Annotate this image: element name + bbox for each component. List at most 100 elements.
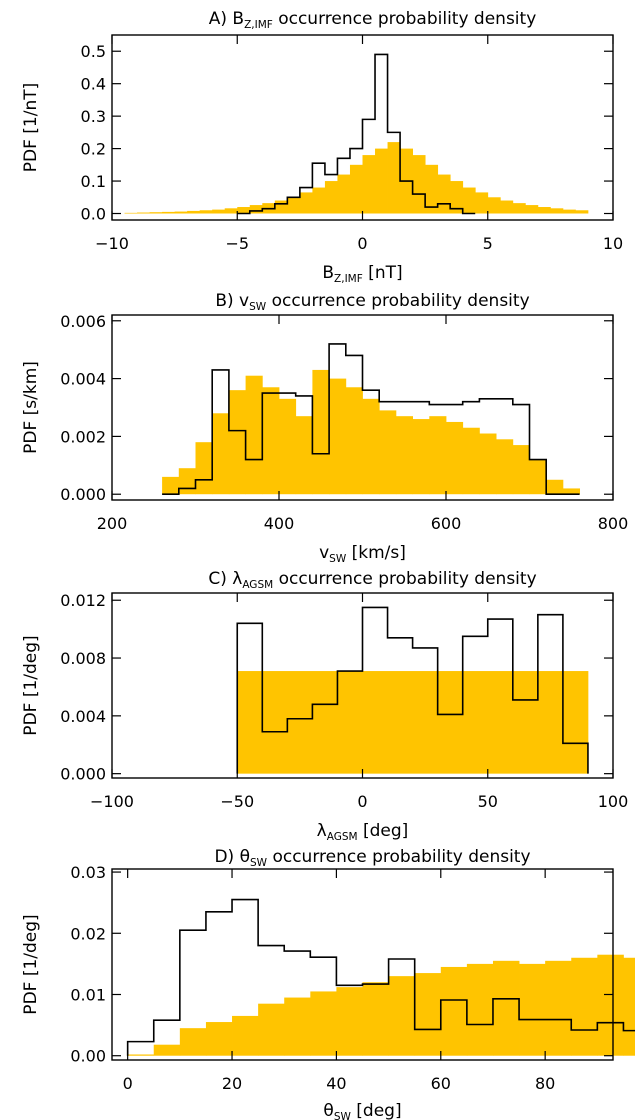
x-axis-label: vSW [km/s]: [319, 543, 406, 565]
filled-bar: [178, 468, 196, 495]
filled-bar: [137, 212, 150, 214]
x-axis-label: θSW [deg]: [323, 1101, 401, 1120]
x-tick-label: 60: [431, 1074, 451, 1093]
outline-histogram: [126, 898, 635, 1056]
filled-bar: [232, 1015, 259, 1056]
filled-bar: [623, 957, 635, 1056]
filled-bar: [205, 1022, 233, 1056]
filled-bar: [312, 369, 330, 495]
y-tick-label: 0.0: [81, 205, 106, 224]
filled-bar: [512, 203, 526, 214]
filled-bar: [237, 671, 589, 774]
x-tick-label: 20: [222, 1074, 242, 1093]
filled-bar: [349, 164, 363, 214]
plot-frame: [111, 868, 614, 1061]
y-tick-label: 0.008: [60, 649, 106, 668]
chart-title: D) θSW occurrence probability density: [214, 847, 530, 869]
y-tick-label: 0.1: [81, 172, 106, 191]
filled-bar: [312, 187, 326, 214]
filled-bar: [245, 375, 263, 495]
x-tick-label: 0: [357, 234, 367, 253]
y-axis-label: PDF [s/km]: [21, 361, 41, 454]
filled-bar: [412, 419, 430, 495]
panel-a: −10 −5 0 5 10 0.0 0.1 0.2 0.3 0.4 0.5 A) BZ,IMF occ…: [21, 9, 623, 285]
panel-d: 0 20 40 60 80 0.00 0.01 0.02 0.03 D) θSW occurren…: [21, 847, 635, 1120]
filled-bar: [462, 187, 476, 214]
x-tick-label: 0: [123, 1074, 133, 1093]
plot-frame: [111, 314, 614, 501]
chart-title: C) λAGSM occurrence probability density: [208, 569, 536, 591]
filled-bar: [362, 155, 376, 214]
filled-bar: [492, 960, 520, 1056]
filled-bar: [249, 205, 263, 214]
filled-bar: [437, 174, 451, 214]
y-tick-label: 0.000: [60, 765, 106, 784]
filled-bar: [153, 1044, 181, 1056]
x-tick-label: 800: [598, 514, 629, 533]
filled-bar: [274, 200, 288, 214]
y-axis-label: PDF [1/nT]: [21, 83, 41, 173]
filled-bar: [450, 181, 464, 214]
x-tick-label: 600: [431, 514, 462, 533]
x-tick-label: 100: [598, 792, 629, 811]
filled-bar: [529, 459, 547, 495]
filled-bar: [375, 148, 388, 214]
y-tick-label: 0.01: [70, 985, 106, 1004]
filled-bar: [299, 192, 313, 214]
filled-bar: [500, 200, 514, 214]
filled-bar: [228, 390, 246, 495]
filled-bar: [487, 197, 501, 214]
filled-bar: [284, 997, 311, 1056]
y-tick-label: 0.004: [60, 370, 106, 389]
filled-bar: [546, 479, 564, 495]
filled-bar: [496, 439, 514, 495]
x-tick-label: −5: [225, 234, 249, 253]
filled-bar: [329, 378, 347, 495]
filled-bar: [462, 427, 480, 495]
y-tick-label: 0.02: [70, 924, 106, 943]
panel-b: 200 400 600 800 0.000 0.002 0.004 0.006 B) vSW o…: [21, 291, 628, 565]
x-axis-label: λAGSM [deg]: [317, 821, 409, 843]
filled-bar: [545, 960, 572, 1056]
chart-title: B) vSW occurrence probability density: [215, 291, 529, 313]
x-tick-label: −50: [220, 792, 254, 811]
y-tick-label: 0.006: [60, 312, 106, 331]
filled-bar: [258, 1003, 285, 1056]
filled-bar: [414, 973, 442, 1056]
x-tick-label: 0: [357, 792, 367, 811]
outline-histogram: [236, 606, 589, 774]
filled-bar: [174, 211, 188, 214]
filled-bar: [575, 210, 589, 214]
filled-bar: [162, 476, 180, 495]
y-tick-label: 0.00: [70, 1047, 106, 1066]
x-tick-label: 10: [603, 234, 623, 253]
filled-bar: [388, 976, 416, 1056]
x-tick-label: 80: [535, 1074, 555, 1093]
panel-c: −100 −50 0 50 100 0.000 0.004 0.008 0.012 C) λAGS…: [21, 569, 628, 843]
x-tick-label: −10: [95, 234, 129, 253]
filled-bar: [519, 963, 546, 1056]
filled-bar: [597, 954, 624, 1056]
y-tick-label: 0.012: [60, 591, 106, 610]
filled-bar: [412, 155, 426, 214]
filled-bar: [287, 197, 301, 214]
y-tick-label: 0.002: [60, 427, 106, 446]
filled-bar: [224, 208, 238, 214]
x-tick-label: 50: [478, 792, 498, 811]
filled-bar: [512, 445, 530, 495]
filled-bar: [345, 387, 363, 495]
filled-bar: [162, 211, 176, 214]
filled-bar: [395, 416, 413, 495]
filled-bar: [179, 1028, 207, 1056]
filled-bar: [362, 398, 380, 495]
filled-bar: [199, 210, 213, 214]
x-tick-label: 40: [326, 1074, 346, 1093]
filled-bar: [479, 433, 497, 495]
y-tick-label: 0.5: [81, 42, 106, 61]
filled-bar: [295, 416, 313, 495]
x-tick-label: 200: [97, 514, 128, 533]
outline-histogram: [237, 53, 476, 215]
filled-bar: [429, 416, 447, 495]
x-axis-label: BZ,IMF [nT]: [322, 263, 402, 285]
